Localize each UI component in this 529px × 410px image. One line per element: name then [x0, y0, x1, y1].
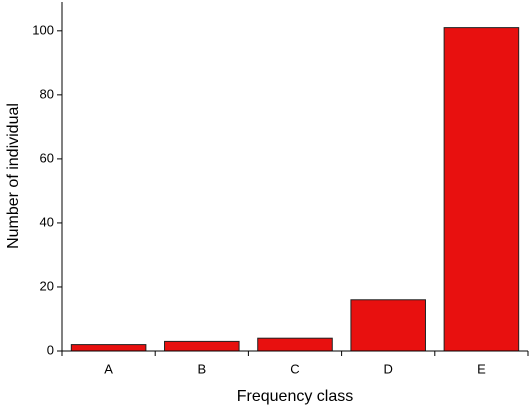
- y-axis-title: Number of individual: [5, 103, 22, 249]
- x-tick-label: A: [104, 361, 113, 376]
- bar: [164, 340, 240, 352]
- bar: [70, 344, 147, 352]
- x-tick-label: E: [477, 361, 486, 376]
- bar: [350, 299, 426, 352]
- y-tick-label: 60: [40, 150, 54, 165]
- bar: [443, 27, 520, 352]
- y-tick-label: 80: [40, 86, 54, 101]
- y-tick-label: 100: [32, 22, 54, 37]
- x-axis-title: Frequency class: [237, 388, 354, 405]
- x-tick-label: B: [197, 361, 206, 376]
- bar: [257, 337, 333, 352]
- y-tick-label: 0: [47, 342, 54, 357]
- x-tick-label: D: [384, 361, 393, 376]
- x-tick-label: C: [290, 361, 299, 376]
- y-tick-label: 20: [40, 278, 54, 293]
- y-tick-label: 40: [40, 214, 54, 229]
